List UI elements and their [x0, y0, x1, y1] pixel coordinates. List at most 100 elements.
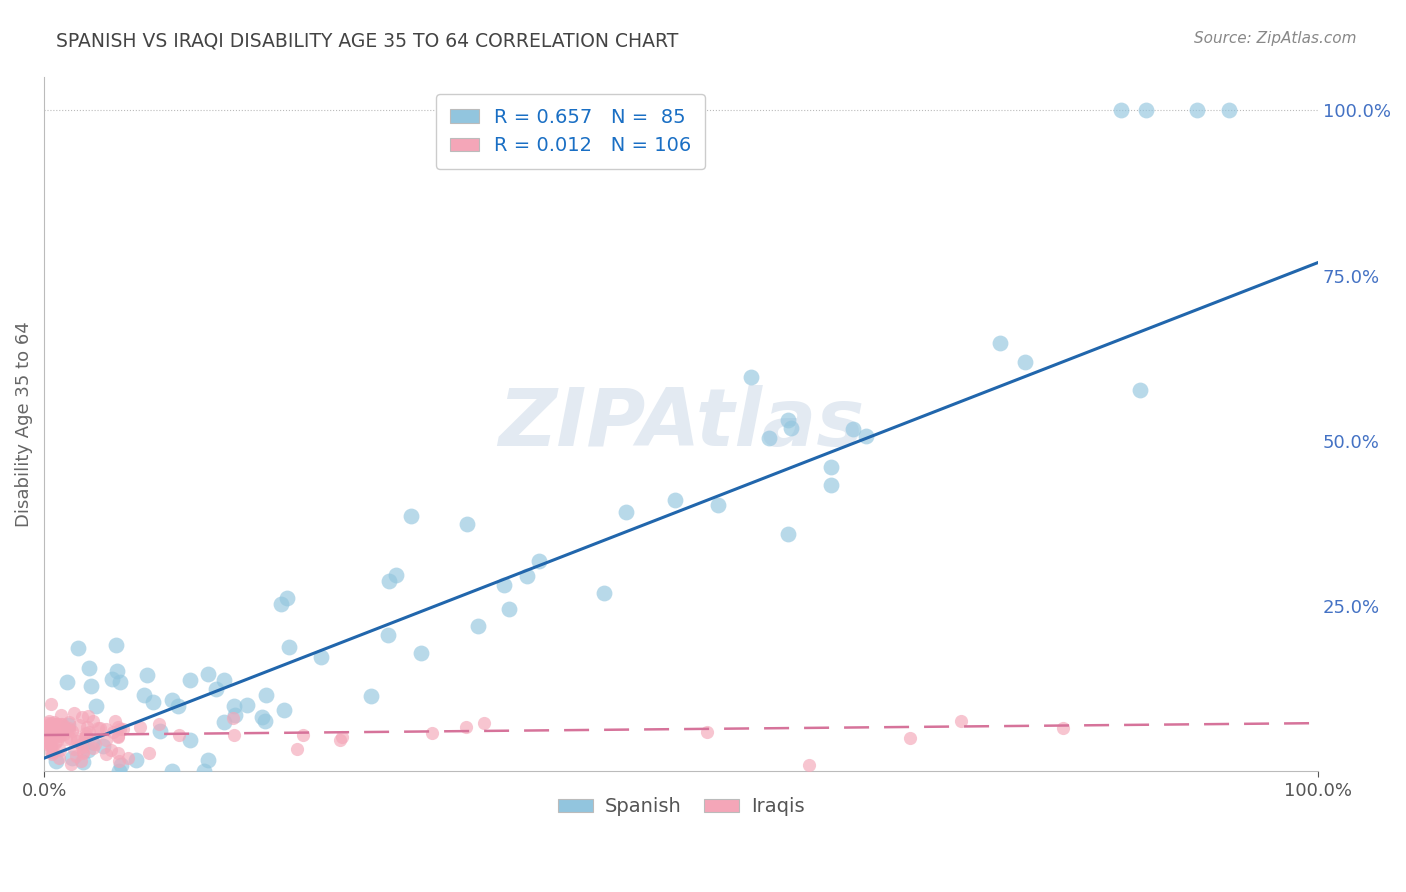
- Point: [778, 527, 800, 541]
- Text: SPANISH VS IRAQI DISABILITY AGE 35 TO 64 CORRELATION CHART: SPANISH VS IRAQI DISABILITY AGE 35 TO 64…: [56, 31, 679, 50]
- Point: [89, 721, 111, 735]
- Point: [360, 690, 382, 704]
- Point: [214, 673, 236, 687]
- Point: [58, 715, 80, 730]
- Point: [420, 726, 443, 740]
- Point: [45, 754, 67, 768]
- Text: ZIPAtlas: ZIPAtlas: [498, 385, 865, 464]
- Point: [385, 567, 408, 582]
- Point: [988, 335, 1011, 350]
- Point: [96, 733, 118, 747]
- Point: [148, 717, 170, 731]
- Point: [49, 729, 72, 743]
- Point: [44, 736, 66, 750]
- Point: [820, 459, 842, 474]
- Point: [77, 660, 100, 674]
- Point: [456, 517, 478, 532]
- Point: [58, 721, 80, 735]
- Point: [224, 707, 246, 722]
- Point: [55, 723, 77, 737]
- Point: [516, 569, 538, 583]
- Point: [45, 721, 67, 735]
- Point: [35, 732, 58, 747]
- Point: [65, 748, 87, 763]
- Point: [38, 739, 60, 753]
- Point: [35, 720, 58, 734]
- Point: [107, 730, 129, 744]
- Point: [614, 505, 637, 519]
- Point: [60, 724, 83, 739]
- Point: [498, 602, 520, 616]
- Point: [169, 728, 191, 742]
- Text: Source: ZipAtlas.com: Source: ZipAtlas.com: [1194, 31, 1357, 46]
- Point: [38, 719, 60, 733]
- Point: [291, 728, 314, 742]
- Point: [58, 723, 80, 737]
- Point: [1218, 103, 1240, 118]
- Point: [41, 716, 63, 731]
- Point: [278, 640, 301, 655]
- Point: [105, 664, 128, 678]
- Point: [270, 597, 292, 611]
- Point: [66, 731, 89, 745]
- Point: [706, 499, 728, 513]
- Point: [91, 739, 114, 753]
- Point: [82, 714, 104, 728]
- Point: [100, 672, 122, 686]
- Point: [75, 729, 97, 743]
- Point: [167, 698, 190, 713]
- Point: [70, 710, 93, 724]
- Point: [117, 750, 139, 764]
- Point: [330, 731, 353, 745]
- Point: [855, 428, 877, 442]
- Point: [454, 720, 477, 734]
- Point: [273, 703, 295, 717]
- Point: [378, 574, 401, 588]
- Point: [162, 693, 184, 707]
- Point: [35, 735, 58, 749]
- Point: [63, 706, 86, 721]
- Point: [42, 745, 65, 759]
- Point: [820, 478, 842, 492]
- Point: [108, 764, 131, 779]
- Point: [39, 725, 62, 739]
- Point: [107, 730, 129, 744]
- Point: [696, 725, 718, 739]
- Point: [94, 722, 117, 736]
- Point: [44, 716, 66, 731]
- Point: [1185, 103, 1208, 118]
- Point: [179, 733, 201, 747]
- Point: [56, 675, 79, 690]
- Point: [46, 734, 69, 748]
- Point: [1135, 103, 1157, 118]
- Point: [39, 732, 62, 747]
- Point: [411, 646, 433, 660]
- Point: [101, 724, 124, 739]
- Point: [60, 757, 83, 772]
- Point: [107, 720, 129, 734]
- Point: [94, 747, 117, 761]
- Point: [134, 688, 156, 702]
- Point: [197, 753, 219, 767]
- Point: [77, 724, 100, 739]
- Point: [48, 721, 70, 735]
- Point: [160, 764, 183, 779]
- Point: [66, 640, 89, 655]
- Point: [48, 726, 70, 740]
- Point: [48, 727, 70, 741]
- Point: [46, 717, 69, 731]
- Point: [309, 649, 332, 664]
- Point: [108, 722, 131, 736]
- Point: [73, 730, 96, 744]
- Point: [49, 708, 72, 723]
- Point: [82, 735, 104, 749]
- Point: [39, 697, 62, 711]
- Point: [100, 743, 122, 757]
- Point: [86, 698, 108, 713]
- Point: [104, 714, 127, 728]
- Point: [197, 667, 219, 681]
- Point: [76, 709, 98, 723]
- Point: [77, 742, 100, 756]
- Point: [48, 751, 70, 765]
- Point: [235, 698, 257, 713]
